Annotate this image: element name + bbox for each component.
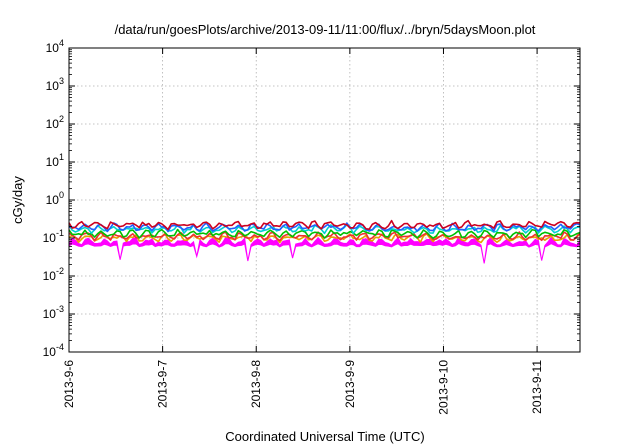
tick-layer bbox=[68, 47, 580, 353]
grid-layer bbox=[69, 48, 580, 352]
y-tick-label: 10-1 bbox=[43, 228, 64, 245]
y-axis-label: cGy/day bbox=[10, 176, 25, 224]
x-tick-label: 2013-9-11 bbox=[530, 360, 544, 414]
x-tick-labels: 2013-9-6 2013-9-7 2013-9-8 2013-9-9 2013-9-1… bbox=[62, 360, 544, 415]
y-tick-label: 101 bbox=[46, 152, 64, 169]
series-line bbox=[68, 232, 581, 244]
series-line bbox=[68, 224, 581, 235]
chart-title: /data/run/goesPlots/archive/2013-09-11/1… bbox=[115, 22, 536, 37]
series-layer bbox=[68, 219, 581, 264]
x-tick-label: 2013-9-10 bbox=[436, 360, 450, 415]
y-tick-label: 104 bbox=[46, 38, 64, 55]
series-line bbox=[68, 228, 581, 239]
x-axis-label: Coordinated Universal Time (UTC) bbox=[225, 429, 424, 444]
series-line bbox=[68, 222, 581, 233]
y-tick-label: 10-4 bbox=[43, 342, 64, 359]
x-tick-label: 2013-9-8 bbox=[249, 360, 263, 408]
x-tick-label: 2013-9-9 bbox=[343, 360, 357, 408]
x-tick-label: 2013-9-6 bbox=[62, 360, 76, 408]
y-tick-label: 100 bbox=[46, 190, 64, 207]
y-tick-label: 103 bbox=[46, 76, 64, 93]
y-tick-label: 10-2 bbox=[43, 266, 64, 283]
series-line bbox=[68, 219, 581, 231]
y-tick-label: 102 bbox=[46, 114, 64, 131]
y-tick-label: 10-3 bbox=[43, 304, 64, 321]
x-tick-label: 2013-9-7 bbox=[156, 360, 170, 408]
y-tick-labels: 10-4 10-3 10-2 10-1 100 101 102 103 104 bbox=[43, 38, 64, 359]
